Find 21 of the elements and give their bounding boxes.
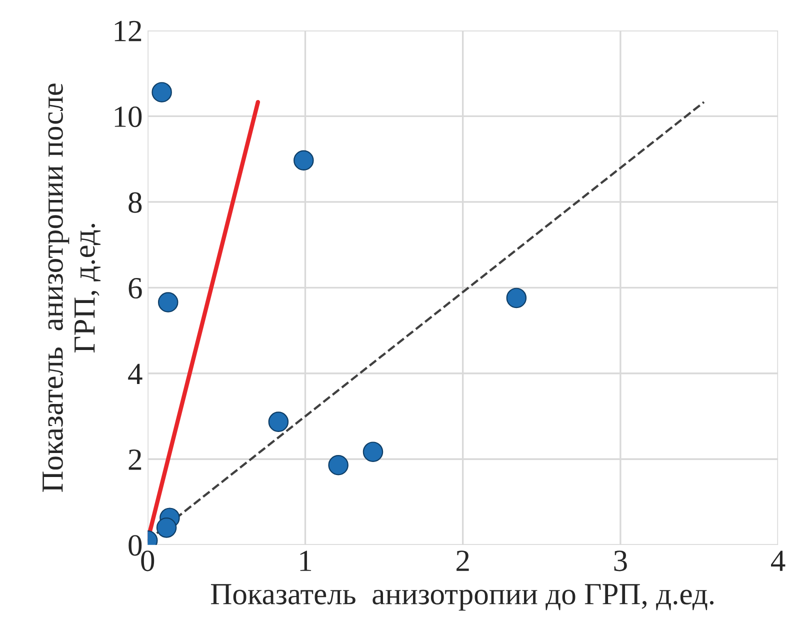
point: [362, 442, 384, 462]
y-tick-label: 8: [128, 192, 142, 213]
x-tick-label: 4: [771, 550, 786, 571]
x-tick-label: 1: [300, 550, 312, 571]
point: [294, 150, 314, 170]
x-tick-label: 2: [456, 550, 469, 571]
y-axis-title: Показатель анизотропии после ГРП, д.ед.: [42, 84, 101, 492]
y-tick-label: 12: [114, 20, 142, 42]
point: [156, 518, 177, 538]
y-tick-label: 10: [114, 106, 142, 128]
point: [268, 412, 289, 432]
y-tick-label: 4: [128, 364, 142, 384]
point: [506, 288, 527, 308]
y-tick-label: 0: [128, 535, 142, 556]
point: [328, 454, 348, 476]
x-axis-title: Показатель анизотропии до ГРП, д.ед.: [210, 584, 714, 611]
point: [158, 292, 178, 312]
y-tick-label: 2: [128, 449, 142, 470]
x-tick-label: 3: [614, 550, 627, 572]
point: [152, 82, 172, 102]
y-tick-label: 6: [128, 278, 142, 299]
